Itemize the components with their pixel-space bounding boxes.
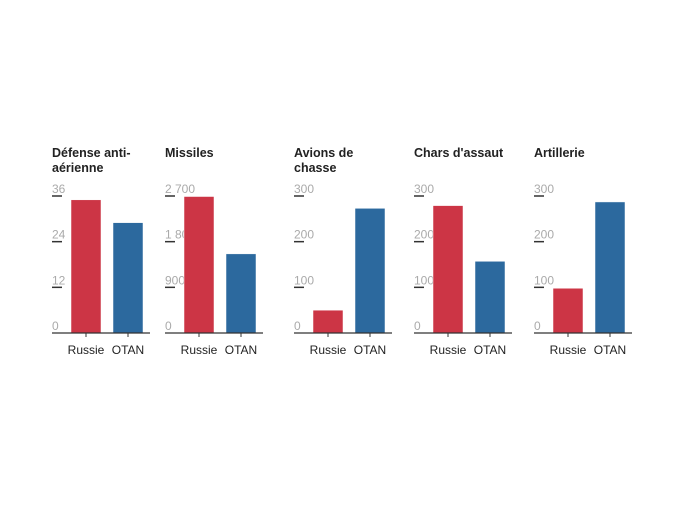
y-tick-label: 300 bbox=[294, 182, 314, 196]
x-tick-label: Russie bbox=[550, 343, 587, 357]
bar-russie bbox=[552, 287, 584, 334]
y-tick-label: 2 700 bbox=[165, 182, 195, 196]
x-tick-label: OTAN bbox=[112, 343, 144, 357]
x-tick-label: OTAN bbox=[474, 343, 506, 357]
x-tick-label: OTAN bbox=[354, 343, 386, 357]
bar-chart: 0 100 200 300 Russie OTAN bbox=[534, 182, 632, 357]
bar-otan bbox=[354, 208, 386, 334]
bar-russie bbox=[183, 196, 215, 334]
bar-chart: 0 12 24 36 Russie OTAN bbox=[52, 182, 150, 357]
chart-title: Défense anti-aérienne bbox=[52, 146, 131, 175]
x-tick-label: Russie bbox=[68, 343, 105, 357]
y-tick-label: 100 bbox=[294, 273, 314, 287]
x-tick-label: Russie bbox=[430, 343, 467, 357]
y-tick-label: 100 bbox=[534, 273, 554, 287]
bar-russie bbox=[432, 205, 464, 334]
chart-title: Avions de chasse bbox=[294, 146, 354, 175]
y-tick-label: 0 bbox=[294, 319, 301, 333]
y-tick-label: 0 bbox=[534, 319, 541, 333]
bar-otan bbox=[594, 201, 626, 334]
x-tick-label: Russie bbox=[310, 343, 347, 357]
y-tick-label: 24 bbox=[52, 228, 66, 242]
y-tick-label: 0 bbox=[52, 319, 59, 333]
bar-chart: 0 100 200 300 Russie OTAN bbox=[294, 182, 392, 357]
bar-otan bbox=[225, 253, 257, 334]
y-tick-label: 0 bbox=[414, 319, 421, 333]
bar-chart: 0 100 200 300 Russie OTAN bbox=[414, 182, 512, 357]
x-tick-label: Russie bbox=[181, 343, 218, 357]
y-tick-label: 0 bbox=[165, 319, 172, 333]
y-tick-label: 12 bbox=[52, 273, 66, 287]
bar-otan bbox=[474, 261, 506, 334]
chart-panel: Artillerie 0 100 200 300 Russie OTAN bbox=[534, 146, 638, 366]
y-tick-label: 300 bbox=[414, 182, 434, 196]
chart-panel: Chars d'assaut 0 100 200 300 Russie OTAN bbox=[414, 146, 518, 366]
chart-panel: Défense anti-aérienne 0 12 24 36 Russie OTAN bbox=[52, 146, 156, 366]
bar-russie bbox=[70, 199, 102, 334]
chart-title: Artillerie bbox=[534, 146, 585, 160]
y-tick-label: 300 bbox=[534, 182, 554, 196]
chart-title: Missiles bbox=[165, 146, 214, 160]
chart-panel: Avions de chasse 0 100 200 300 Russie OTAN bbox=[294, 146, 398, 366]
y-tick-label: 36 bbox=[52, 182, 66, 196]
y-tick-label: 900 bbox=[165, 273, 185, 287]
y-tick-label: 200 bbox=[534, 228, 554, 242]
y-tick-label: 100 bbox=[414, 273, 434, 287]
x-tick-label: OTAN bbox=[594, 343, 626, 357]
bar-otan bbox=[112, 222, 144, 334]
y-tick-label: 200 bbox=[294, 228, 314, 242]
chart-panel: Missiles 0 900 1 800 2 700 Russie OTAN bbox=[165, 146, 269, 366]
bar-russie bbox=[312, 309, 344, 334]
chart-title: Chars d'assaut bbox=[414, 146, 504, 160]
x-tick-label: OTAN bbox=[225, 343, 257, 357]
y-tick-label: 200 bbox=[414, 228, 434, 242]
